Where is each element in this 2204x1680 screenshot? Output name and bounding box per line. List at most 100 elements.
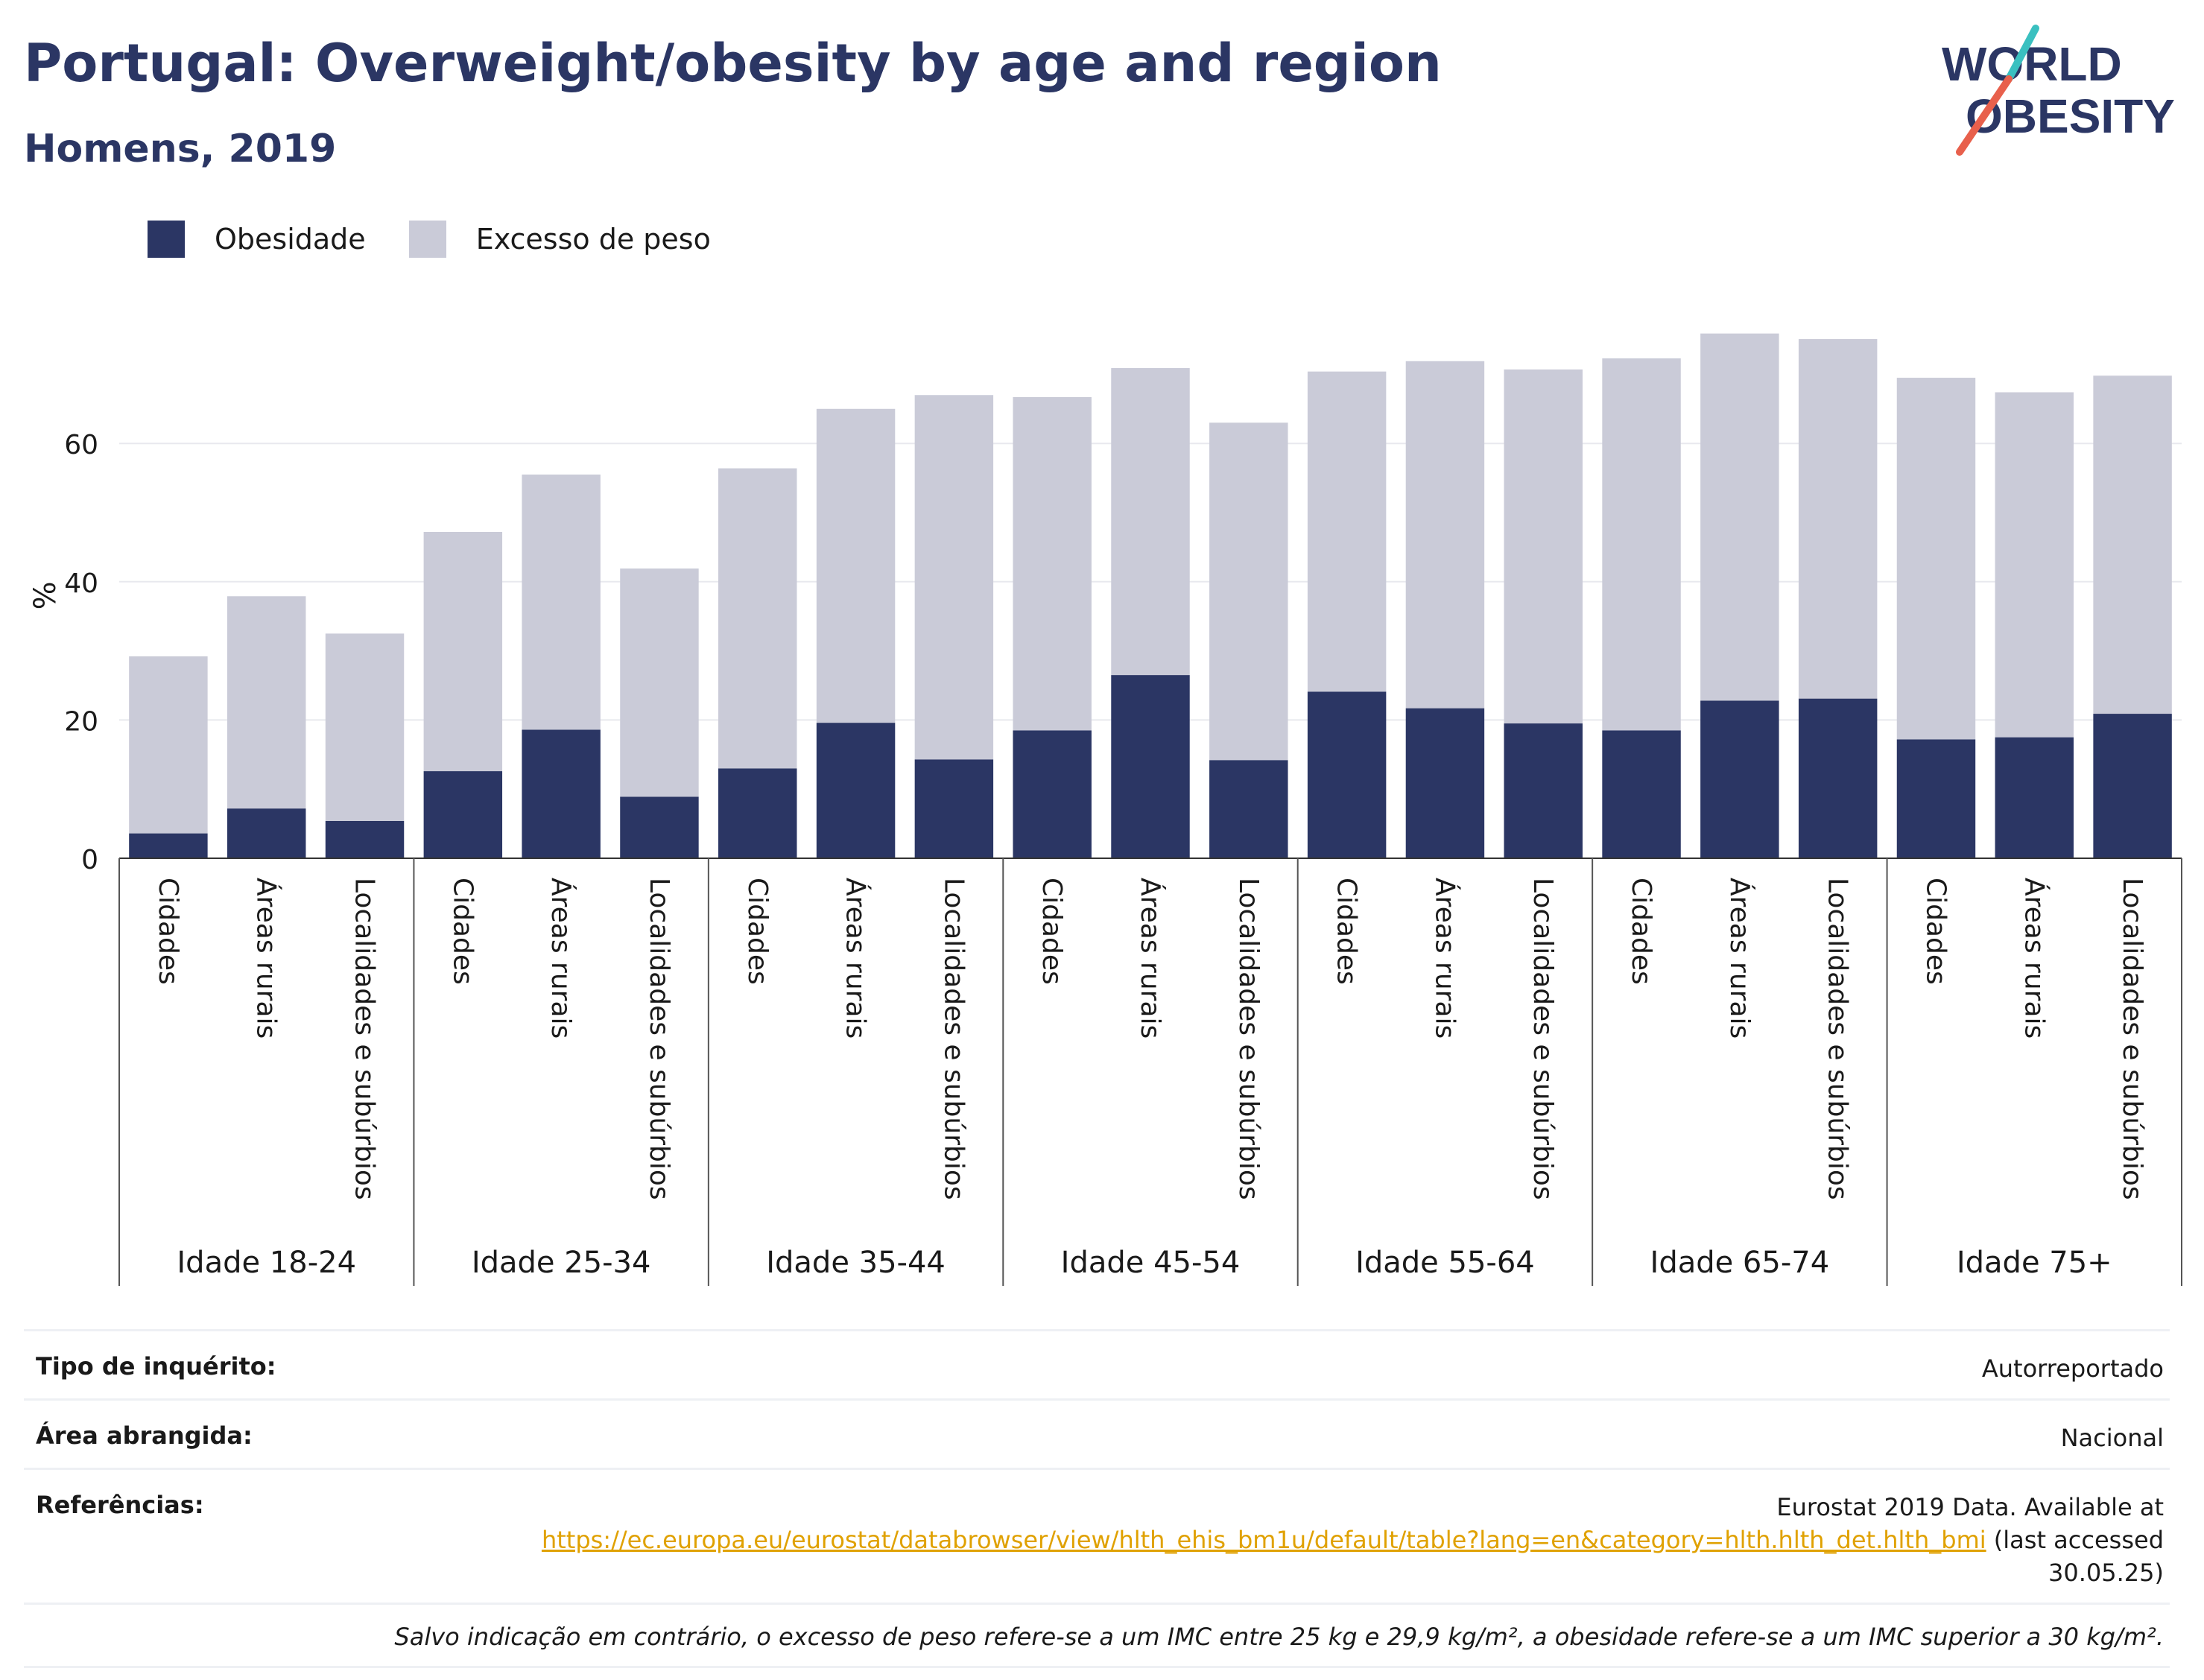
bar-obesity [325,820,405,858]
bar-obesity [1307,691,1387,858]
info-row-references: Referências: Eurostat 2019 Data. Availab… [24,1468,2170,1603]
group-label: Idade 25-34 [472,1246,651,1280]
bar-overweight [1504,369,1583,724]
bar-obesity [129,833,208,858]
group-label: Idade 65-74 [1650,1246,1830,1280]
bar-overweight [1798,339,1878,699]
bar-obesity [522,729,601,858]
x-tick-label: Cidades [447,878,478,985]
bar-obesity [1111,675,1190,858]
bar-obesity [914,759,994,858]
logo-line1: WORLD [1942,37,2122,91]
info-row-area: Área abrangida: Nacional [24,1398,2170,1468]
x-tick-label: Localidades e subúrbios [938,878,969,1200]
bar-obesity [816,723,896,858]
bar-overweight [914,395,994,760]
bar-overweight [1602,358,1681,731]
info-table: Tipo de inquérito: Autorreportado Área a… [24,1329,2170,1668]
logo-line2: OBESITY [1966,89,2175,143]
x-tick-label: Áreas rurais [1724,878,1755,1039]
x-tick-label: Áreas rurais [1429,878,1460,1039]
bar-obesity [1602,730,1681,858]
x-tick-label: Áreas rurais [251,878,282,1039]
bar-overweight [522,474,601,730]
legend-item-overweight[interactable]: Excesso de peso [408,221,711,258]
info-row-survey: Tipo de inquérito: Autorreportado [24,1329,2170,1398]
group-label: Idade 75+ [1957,1246,2112,1280]
bar-overweight [1896,378,1976,740]
legend-swatch-obesity [148,221,185,258]
references-date: 30.05.25) [2048,1559,2164,1587]
group-label: Idade 35-44 [766,1246,946,1280]
references-value: Eurostat 2019 Data. Available at https:/… [542,1491,2164,1589]
group-label: Idade 45-54 [1061,1246,1241,1280]
y-tick-label: 60 [64,430,98,460]
x-tick-label: Áreas rurais [2018,878,2050,1039]
bar-obesity [227,808,306,858]
y-tick-label: 0 [81,845,98,875]
references-text: Eurostat 2019 Data. Available at [1776,1493,2164,1521]
bar-overweight [2093,375,2172,714]
bar-obesity [423,771,503,858]
bar-obesity [1504,723,1583,858]
bar-obesity [1896,739,1976,858]
chart-subtitle: Homens, 2019 [24,127,337,171]
bar-obesity [1013,730,1092,858]
bar-overweight [1013,397,1092,731]
legend-swatch-overweight [408,221,446,258]
x-tick-label: Localidades e subúrbios [1823,878,1853,1200]
bar-overweight [129,656,208,834]
bar-overweight [1405,361,1485,709]
x-tick-label: Localidades e subúrbios [2117,878,2147,1200]
legend-item-obesity[interactable]: Obesidade [148,221,366,258]
bar-overweight [325,633,405,821]
y-tick-label: 40 [64,568,98,599]
x-tick-label: Localidades e subúrbios [1233,878,1264,1200]
legend-label-overweight: Excesso de peso [475,223,711,256]
bar-obesity [1700,700,1779,858]
x-tick-label: Cidades [153,878,183,985]
bar-overweight [1209,422,1288,761]
bar-chart: 0 20 40 60% Cidades Áreas rurais Localidades e… [28,333,2182,1286]
bar-obesity [1798,698,1878,858]
x-tick-label: Áreas rurais [840,878,872,1039]
world-obesity-logo: WORLD OBESITY [1942,25,2175,156]
survey-type-value: Autorreportado [1981,1354,2164,1383]
x-tick-label: Cidades [1036,878,1067,985]
bar-overweight [620,568,699,797]
bar-overweight [423,531,503,772]
chart-legend: Obesidade Excesso de peso [148,221,754,258]
bar-obesity [718,768,797,858]
x-tick-label: Cidades [1626,878,1656,985]
group-label: Idade 18-24 [177,1246,356,1280]
bar-overweight [718,468,797,769]
references-link[interactable]: https://ec.europa.eu/eurostat/databrowse… [541,1526,1986,1554]
coverage-area-value: Nacional [2060,1424,2164,1452]
legend-label-obesity: Obesidade [215,223,366,256]
y-tick-label: 20 [64,706,98,737]
y-axis-label: % [28,581,63,609]
bar-obesity [1405,708,1485,858]
coverage-area-label: Área abrangida: [36,1421,253,1450]
definition-note: Salvo indicação em contrário, o excesso … [24,1603,2170,1668]
references-label: Referências: [36,1491,204,1519]
bar-obesity [620,796,699,858]
x-tick-label: Cidades [742,878,773,985]
references-accessed: (last accessed [1993,1526,2164,1554]
x-tick-label: Áreas rurais [545,878,577,1039]
bar-overweight [1111,368,1190,676]
bar-overweight [227,596,306,809]
bar-overweight [816,408,896,723]
bar-obesity [1209,760,1288,858]
x-tick-label: Localidades e subúrbios [1527,878,1558,1200]
x-tick-label: Cidades [1920,878,1951,985]
logo-slash-bottom [1956,75,2013,156]
bar-overweight [1995,392,2074,738]
x-tick-label: Localidades e subúrbios [349,878,380,1200]
bar-overweight [1307,371,1387,692]
bar-obesity [2093,714,2172,858]
logo-slash-top [2005,25,2039,83]
bar-obesity [1995,737,2074,858]
x-tick-label: Localidades e subúrbios [644,878,674,1200]
survey-type-label: Tipo de inquérito: [36,1352,276,1381]
